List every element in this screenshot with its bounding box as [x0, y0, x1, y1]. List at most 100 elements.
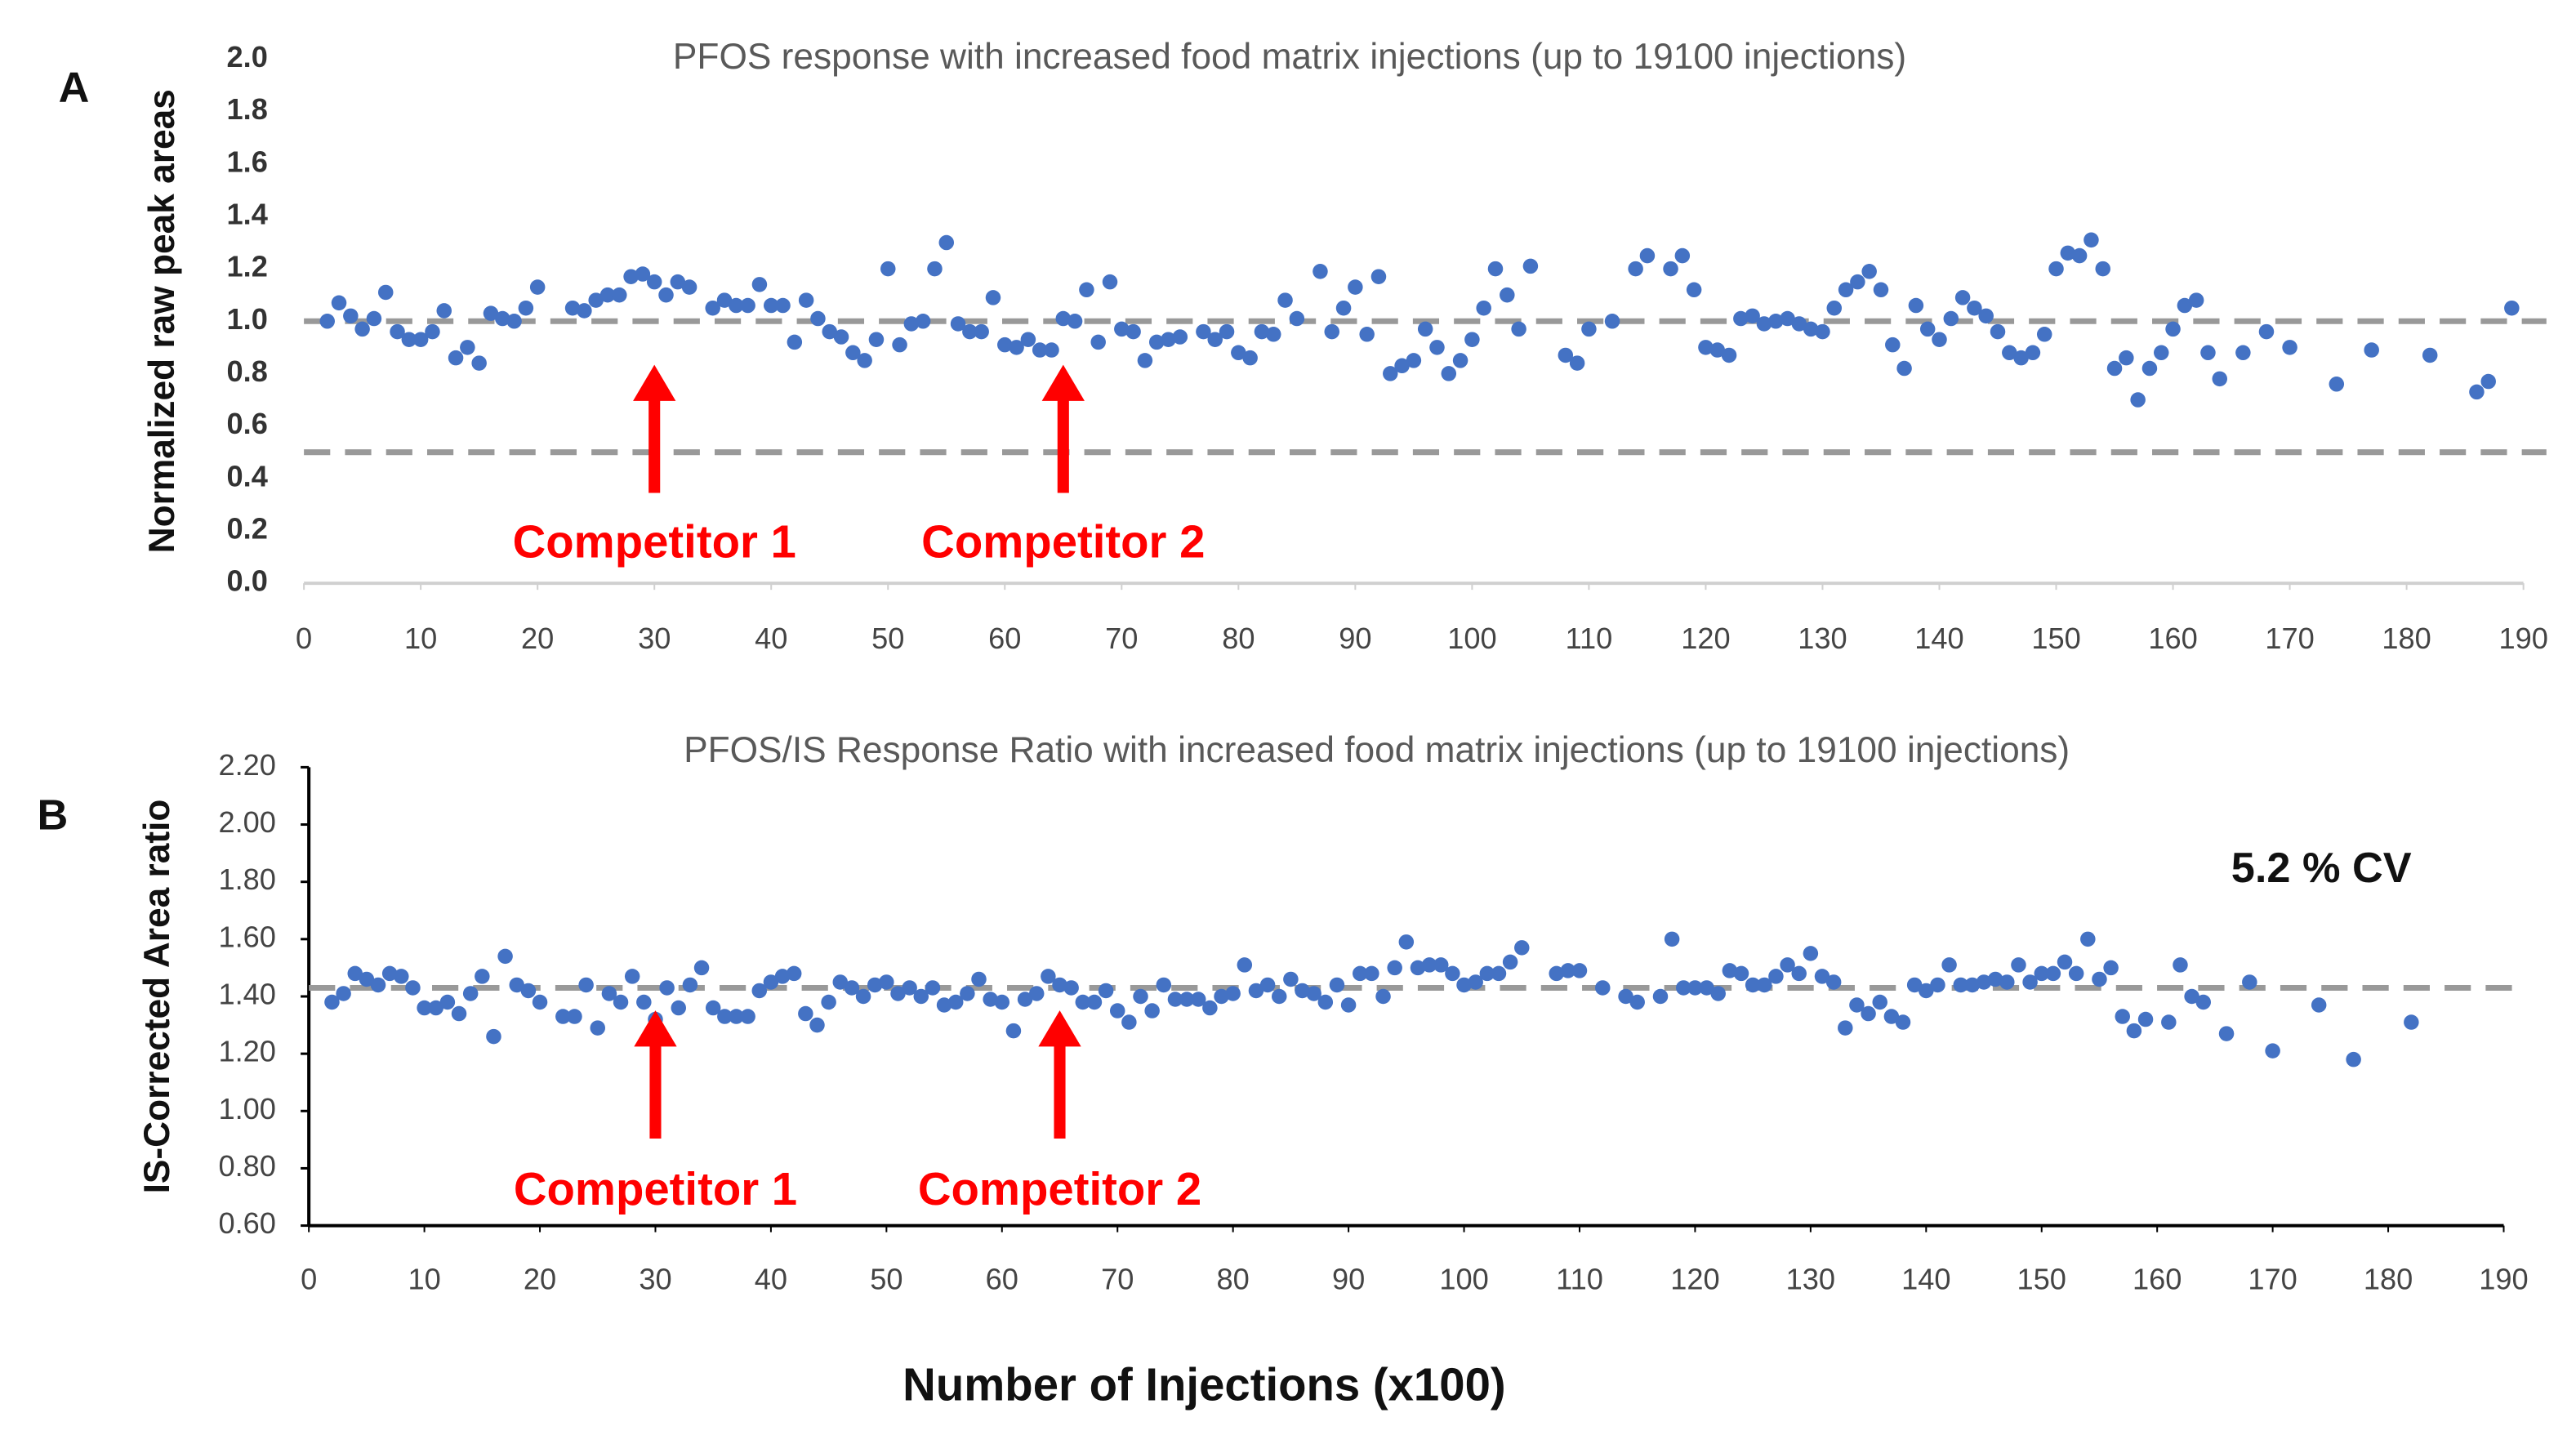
- data-point: [1604, 314, 1620, 329]
- data-point: [1102, 274, 1118, 290]
- data-point: [451, 1005, 467, 1022]
- data-point: [775, 297, 791, 314]
- data-point: [1663, 261, 1678, 277]
- data-point: [2057, 954, 2073, 970]
- data-point: [1375, 988, 1391, 1005]
- data-point: [1967, 300, 1982, 316]
- data-point: [880, 261, 896, 277]
- data-point: [390, 323, 405, 340]
- data-point: [1144, 1003, 1160, 1018]
- data-point: [1791, 316, 1807, 332]
- data-point: [1815, 323, 1830, 340]
- data-point: [497, 948, 513, 965]
- data-point: [659, 980, 675, 996]
- data-point: [925, 980, 941, 996]
- data-point: [1803, 321, 1819, 337]
- data-point: [1919, 321, 1936, 337]
- data-point: [518, 300, 534, 316]
- data-point: [1207, 332, 1223, 347]
- data-point: [1237, 957, 1253, 973]
- data-point: [2068, 965, 2084, 982]
- data-point: [1976, 974, 1992, 990]
- data-point: [1825, 974, 1842, 990]
- data-point: [475, 969, 490, 984]
- data-point: [394, 969, 409, 984]
- data-point: [927, 261, 943, 277]
- data-point: [890, 986, 906, 1001]
- data-point: [1329, 977, 1345, 993]
- data-point: [2095, 261, 2110, 277]
- data-point: [868, 332, 885, 347]
- data-point: [1745, 308, 1760, 324]
- data-point: [1394, 358, 1410, 374]
- data-point: [751, 983, 768, 999]
- data-point: [2013, 350, 2029, 366]
- data-point: [729, 297, 744, 314]
- data-point: [1838, 1020, 1853, 1036]
- y-tick-label: 1.60: [218, 920, 275, 953]
- data-point: [343, 308, 359, 324]
- data-point: [331, 295, 347, 311]
- data-point: [601, 986, 617, 1001]
- y-tick-label: 0.4: [227, 459, 268, 493]
- x-tick-label: 180: [2382, 622, 2431, 655]
- data-point: [1225, 986, 1241, 1001]
- data-point: [336, 986, 351, 1001]
- data-point: [425, 323, 440, 340]
- data-point: [1410, 960, 1426, 976]
- data-point: [1595, 980, 1611, 996]
- data-point: [2346, 1051, 2361, 1067]
- data-point: [2036, 327, 2052, 342]
- data-point: [1352, 965, 1368, 982]
- data-point: [1283, 971, 1299, 987]
- data-point: [1861, 264, 1877, 279]
- data-point: [1214, 988, 1229, 1005]
- annotation-arrow: [1041, 364, 1085, 493]
- data-point: [763, 297, 779, 314]
- data-point: [471, 355, 487, 371]
- data-point: [1803, 946, 1819, 961]
- data-point: [774, 969, 791, 984]
- data-point: [1421, 957, 1437, 973]
- data-point: [377, 284, 394, 301]
- data-point: [529, 279, 546, 295]
- data-point: [1231, 345, 1246, 361]
- data-point: [483, 305, 499, 321]
- y-tick-label: 1.80: [218, 862, 275, 896]
- data-point: [1850, 274, 1865, 290]
- data-point: [681, 279, 697, 295]
- data-point: [1417, 321, 1433, 337]
- x-tick-label: 60: [986, 1263, 1018, 1296]
- data-point: [1780, 310, 1795, 327]
- y-tick-label: 0.8: [227, 354, 268, 388]
- data-point: [1398, 934, 1415, 950]
- data-point: [763, 974, 779, 990]
- data-point: [366, 310, 382, 327]
- data-point: [1313, 264, 1328, 279]
- data-point: [1137, 353, 1153, 368]
- data-point: [1055, 310, 1072, 327]
- data-point: [682, 977, 698, 993]
- data-point: [2469, 384, 2485, 400]
- data-point: [324, 994, 340, 1010]
- data-point: [855, 988, 871, 1005]
- data-point: [1359, 327, 1375, 342]
- data-point: [1167, 992, 1183, 1007]
- data-point: [1943, 310, 1959, 327]
- data-point: [2184, 988, 2199, 1005]
- data-point: [994, 994, 1010, 1010]
- data-point: [1709, 342, 1726, 358]
- data-point: [947, 994, 964, 1010]
- data-point: [1664, 931, 1680, 947]
- annotation-arrow: [634, 1010, 677, 1139]
- data-point: [2265, 1043, 2280, 1059]
- data-point: [1063, 980, 1079, 996]
- cv-note: 5.2 % CV: [2231, 845, 2412, 892]
- data-point: [1581, 321, 1597, 337]
- x-tick-label: 170: [2248, 1263, 2297, 1296]
- data-point: [436, 303, 452, 319]
- y-tick-label: 1.20: [218, 1035, 275, 1068]
- data-point: [1456, 977, 1472, 993]
- data-point: [832, 974, 849, 990]
- x-tick-label: 10: [404, 622, 437, 655]
